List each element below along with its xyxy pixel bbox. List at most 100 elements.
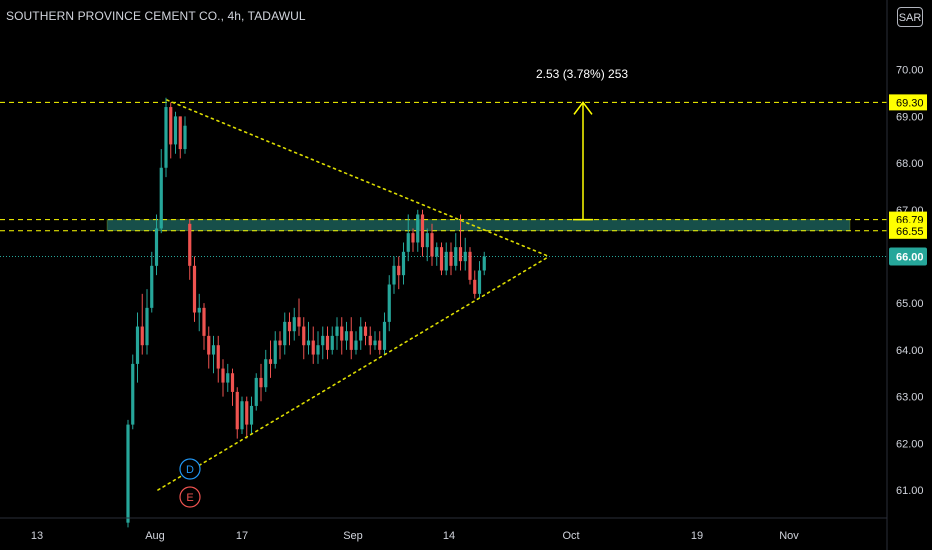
candle-body [273,340,277,364]
price-tick-label: 68.00 [896,158,924,170]
candle-body [392,265,396,285]
event-circle [179,486,201,508]
candle-body [254,377,258,406]
candle-body [173,116,178,145]
price-badge-bg [889,247,927,266]
candle-body [259,377,263,388]
candle-body [207,335,211,355]
candle-body [183,125,187,150]
price-badge: 69.30 [889,94,927,111]
time-tick-label: Aug [145,530,165,542]
price-zone-layer [106,219,851,232]
candle-body [235,391,239,430]
trendline-upper[interactable] [166,99,550,258]
candle-body [169,107,173,145]
candle-body [463,251,467,262]
trendline-lower[interactable] [157,255,550,491]
candle-body [454,247,458,266]
time-tick-label: Oct [562,530,579,542]
candle-body [387,284,391,322]
resistance-zone[interactable] [106,219,851,232]
candle-body [283,321,287,346]
price-badge-bg [889,94,927,111]
level-lines-layer [0,101,887,257]
price-badge: 66.00 [889,247,927,266]
candles-layer [126,97,486,528]
price-tick-label: 62.00 [896,438,924,450]
symbol-title[interactable]: SOUTHERN PROVINCE CEMENT CO., 4h, TADAWU… [6,9,306,23]
candle-body [349,331,353,350]
candle-body [321,335,325,346]
candle-body [264,359,268,388]
candle-body [330,335,334,350]
candle-body [135,326,140,364]
candle-body [216,345,220,369]
candle-body [335,326,339,336]
event-marker-e[interactable]: E [179,486,201,508]
candle-body [140,326,144,346]
candle-body [477,270,482,294]
time-tick-label: Sep [343,530,363,542]
candle-body [439,247,444,271]
candle-body [131,363,135,425]
candle-body [340,326,344,341]
candle-body [278,340,282,346]
candle-body [150,265,154,308]
candle-body [268,359,273,364]
candle-body [468,251,472,280]
candle-body [302,326,306,346]
candle-body [406,233,410,252]
price-badge-label: 66.55 [896,226,924,238]
candle-body [316,345,320,355]
price-badge-label: 69.30 [896,97,924,109]
candle-body [145,307,149,346]
candle-body [397,265,401,276]
candle-body [211,345,216,355]
candle-body [197,307,201,313]
candle-body [416,214,420,243]
candle-body [178,116,182,150]
price-badge-label: 66.00 [896,251,924,263]
event-letter: E [186,492,193,504]
candle-body [287,321,292,332]
candle-body [192,265,197,313]
event-circle [179,458,201,480]
candle-body [311,340,315,355]
candle-body [482,256,486,271]
candle-body [306,340,311,346]
candle-body [154,228,159,266]
candle-body [401,251,406,276]
measure-arrow-head [573,101,593,115]
candle-body [444,251,448,271]
candle-body [159,167,163,229]
currency-button[interactable]: SAR [897,7,923,27]
measure-label: 2.53 (3.78%) 253 [536,67,629,81]
candle-body [297,317,301,327]
measure-layer[interactable] [573,101,593,221]
candle-body [449,251,453,266]
candle-body [221,368,225,383]
price-tick-label: 70.00 [896,65,924,77]
candle-body [344,331,349,341]
event-marker-d[interactable]: D [179,458,201,480]
events-layer[interactable]: DE [179,458,201,508]
candle-body [473,279,477,294]
candle-body [240,401,244,430]
candle-body [411,233,415,243]
price-tick-label: 64.00 [896,345,924,357]
candle-body [202,307,206,336]
candle-body [382,321,387,350]
candle-body [126,424,130,523]
candle-body [378,340,382,350]
candle-body [230,373,235,392]
candle-body [249,405,254,425]
candle-body [368,335,372,346]
candle-body [325,335,330,350]
candle-body [226,373,230,383]
trendlines-layer[interactable] [157,99,550,491]
price-tick-label: 61.00 [896,485,924,497]
candle-body [430,233,434,257]
time-tick-label: 14 [443,530,455,542]
